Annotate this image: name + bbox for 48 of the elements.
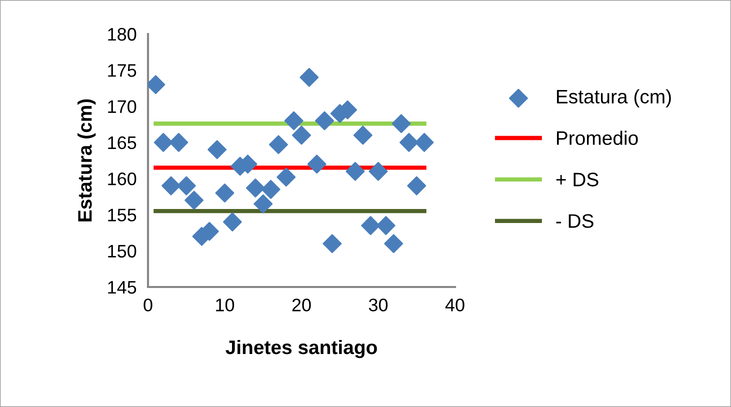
point [222, 212, 242, 232]
y-tick-label: 175 [108, 64, 136, 77]
y-tick-label: 150 [108, 244, 136, 258]
point [184, 190, 204, 210]
point [154, 132, 173, 152]
point [284, 111, 304, 130]
point [276, 168, 296, 187]
point [300, 68, 319, 87]
point [176, 176, 196, 196]
x-axis-title: Jinetes santiago [226, 340, 377, 358]
y-tick-label: 180 [108, 28, 136, 41]
point [292, 126, 311, 145]
legend-label: Estatura (cm) [556, 89, 671, 108]
legend-label: Promedio [556, 130, 638, 145]
point [376, 216, 396, 236]
point [392, 114, 411, 134]
point [353, 126, 372, 145]
x-tick-label: 30 [368, 298, 388, 312]
legend-label: + DS [556, 172, 598, 186]
point [307, 154, 326, 174]
y-axis-title: Estatura (cm) [78, 99, 96, 222]
x-tick-label: 40 [445, 298, 464, 312]
point [414, 132, 434, 152]
point [368, 162, 388, 181]
y-tick-label: 155 [108, 208, 136, 222]
point [361, 216, 380, 236]
point [346, 162, 365, 181]
point [384, 234, 404, 254]
y-tick-label: 170 [108, 100, 136, 114]
y-tick-label: 165 [108, 136, 136, 150]
point [169, 132, 188, 152]
x-tick-label: 10 [216, 298, 234, 312]
y-tick-label: 145 [108, 281, 136, 294]
point [215, 184, 234, 203]
point [268, 135, 288, 154]
point [261, 180, 280, 199]
point [254, 194, 273, 214]
point [162, 176, 181, 196]
point [399, 132, 418, 152]
x-tick-label: 0 [144, 298, 152, 312]
point [208, 140, 227, 160]
legend-label: - DS [556, 214, 594, 228]
y-tick-label: 160 [108, 172, 136, 186]
point [246, 178, 265, 198]
point [315, 111, 334, 130]
x-tick-label: 20 [292, 298, 311, 312]
point [322, 234, 342, 254]
point [407, 176, 426, 196]
